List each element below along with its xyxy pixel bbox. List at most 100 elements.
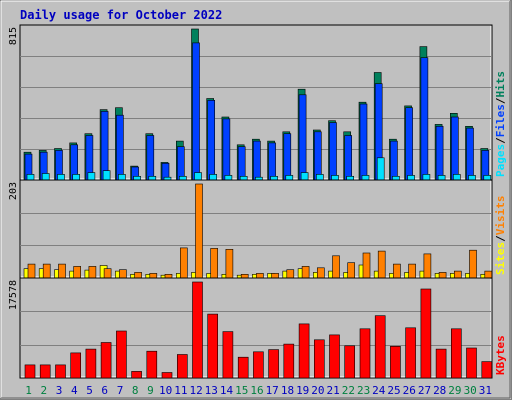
bar-kbytes-day-29 [450, 328, 462, 379]
legend-item-visits: Visits [494, 196, 507, 236]
bar-visits-day-30 [469, 249, 477, 279]
day-label-17: 17 [266, 384, 279, 397]
bar-kbytes-day-11 [177, 354, 188, 379]
bar-pages-day-6 [102, 170, 111, 181]
bar-kbytes-day-27 [420, 288, 432, 379]
bar-pages-day-26 [407, 175, 415, 181]
bar-visits-day-26 [408, 263, 416, 279]
bar-kbytes-day-18 [283, 343, 295, 379]
bar-pages-day-15 [239, 176, 248, 181]
legend-1: Sites/Visits [494, 196, 507, 276]
bar-kbytes-day-24 [374, 315, 386, 379]
bar-pages-day-23 [361, 175, 370, 181]
bar-files-day-26 [405, 107, 413, 181]
bar-kbytes-day-16 [253, 351, 264, 379]
plot-area-1 [19, 179, 493, 279]
bar-files-day-12 [192, 42, 200, 181]
bar-visits-day-3 [58, 263, 66, 279]
day-label-2: 2 [40, 384, 47, 397]
bar-kbytes-day-13 [207, 313, 218, 379]
day-label-30: 30 [464, 384, 477, 397]
bar-files-day-6 [100, 111, 109, 181]
bar-visits-day-25 [393, 263, 401, 279]
bar-files-day-15 [237, 146, 246, 181]
bar-pages-day-3 [57, 174, 65, 181]
day-label-9: 9 [147, 384, 154, 397]
bar-files-day-30 [466, 127, 474, 181]
bar-visits-day-5 [88, 266, 97, 279]
day-label-6: 6 [101, 384, 108, 397]
day-label-19: 19 [296, 384, 309, 397]
day-label-1: 1 [25, 384, 32, 397]
bar-visits-day-18 [286, 269, 295, 279]
bar-visits-day-13 [210, 248, 218, 279]
bar-files-day-28 [435, 126, 444, 181]
bar-visits-day-24 [377, 250, 386, 279]
legend-item-pages: Pages [494, 144, 507, 177]
day-label-10: 10 [159, 384, 172, 397]
bar-visits-day-17 [271, 273, 279, 279]
legend-item-hits: Hits [494, 71, 507, 98]
bar-visits-day-11 [180, 247, 188, 279]
bar-pages-day-12 [194, 172, 202, 181]
bar-visits-day-8 [134, 272, 142, 279]
bar-kbytes-day-31 [481, 361, 493, 379]
bar-pages-day-18 [285, 175, 294, 181]
bar-files-day-7 [116, 114, 124, 181]
day-label-13: 13 [205, 384, 218, 397]
bar-kbytes-day-15 [237, 356, 249, 379]
bar-kbytes-day-14 [222, 331, 234, 379]
bar-pages-day-8 [133, 176, 141, 181]
bar-kbytes-day-21 [329, 334, 340, 379]
bar-visits-day-2 [42, 263, 51, 279]
bar-visits-day-31 [484, 270, 493, 279]
bar-files-day-23 [359, 103, 368, 181]
bar-kbytes-day-9 [146, 350, 158, 379]
legend-0: Pages/Files/Hits [494, 71, 507, 177]
bar-visits-day-4 [73, 266, 81, 279]
bar-kbytes-day-4 [70, 352, 81, 379]
day-label-7: 7 [117, 384, 124, 397]
day-labels-group: 1 2 3 4 5 6 7 8 9 10 11 12 13 14 15 16 17 18 19 20 21 22 23 24 2… [25, 384, 492, 397]
bar-files-day-14 [222, 118, 231, 181]
bar-pages-day-21 [331, 175, 339, 181]
bar-pages-day-5 [87, 172, 96, 181]
day-label-16: 16 [250, 384, 263, 397]
day-label-27: 27 [418, 384, 431, 397]
bar-files-day-13 [207, 100, 215, 181]
bar-kbytes-day-1 [24, 364, 36, 379]
bar-kbytes-day-30 [466, 347, 477, 379]
day-label-26: 26 [403, 384, 416, 397]
bar-pages-day-7 [118, 174, 126, 181]
legend-separator: / [494, 137, 507, 144]
bar-visits-day-19 [301, 266, 310, 279]
bar-pages-day-17 [270, 176, 278, 181]
day-label-23: 23 [357, 384, 370, 397]
bar-pages-day-20 [315, 174, 324, 181]
bar-pages-day-2 [41, 173, 50, 181]
bar-kbytes-day-28 [435, 348, 447, 379]
bar-visits-day-1 [27, 263, 36, 279]
bar-files-day-27 [420, 57, 429, 181]
bar-pages-day-29 [452, 174, 461, 181]
bar-kbytes-day-6 [100, 342, 112, 379]
bar-kbytes-day-2 [39, 364, 51, 379]
bar-pages-day-25 [392, 176, 400, 181]
chart-title: Daily usage for October 2022 [20, 8, 223, 22]
bar-visits-day-6 [103, 268, 112, 279]
bar-kbytes-day-19 [298, 323, 310, 379]
legend-separator: / [494, 97, 507, 104]
bar-files-day-21 [329, 122, 337, 181]
bar-visits-day-22 [347, 262, 356, 279]
bar-visits-day-20 [316, 267, 325, 279]
panels-group: 815Pages/Files/Hits203Sites/Visits17578K… [8, 24, 507, 379]
bar-kbytes-day-22 [344, 345, 356, 379]
bar-kbytes-day-23 [359, 328, 371, 379]
bar-kbytes-day-26 [405, 327, 416, 379]
bar-kbytes-day-10 [161, 372, 173, 379]
y-max-label-1: 203 [8, 182, 19, 200]
day-label-5: 5 [86, 384, 93, 397]
day-label-18: 18 [281, 384, 294, 397]
bar-pages-day-30 [468, 175, 476, 181]
